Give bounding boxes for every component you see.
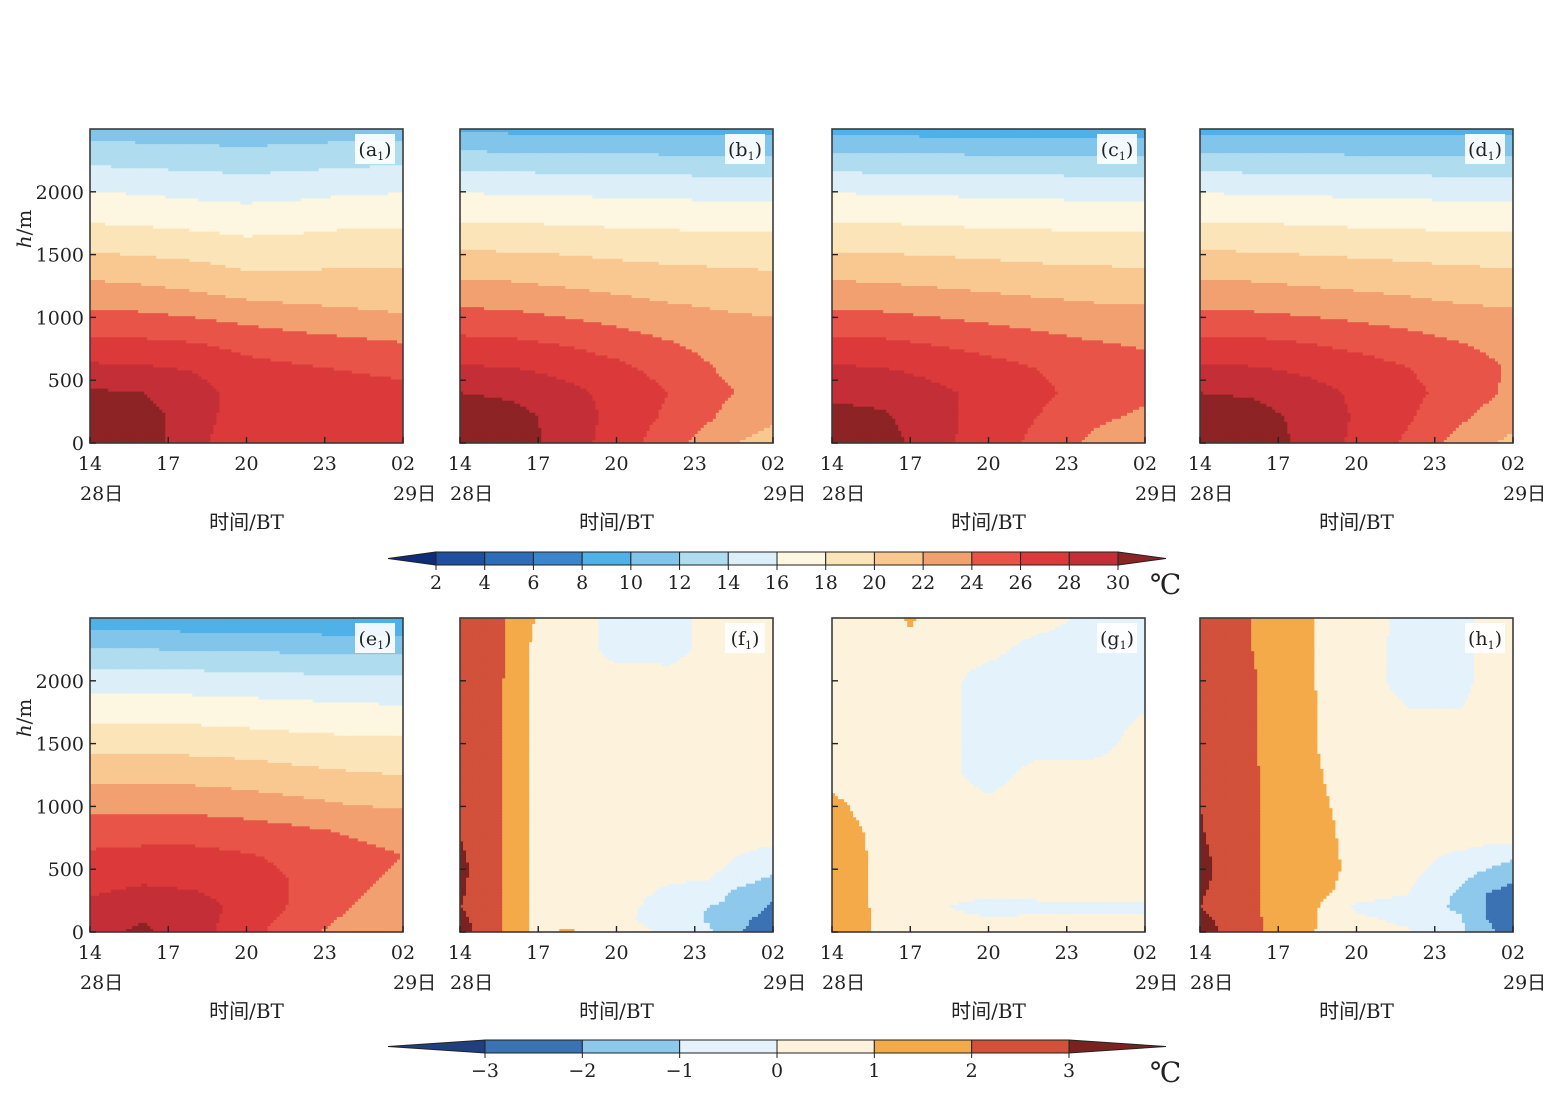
contour-field: [90, 129, 404, 444]
